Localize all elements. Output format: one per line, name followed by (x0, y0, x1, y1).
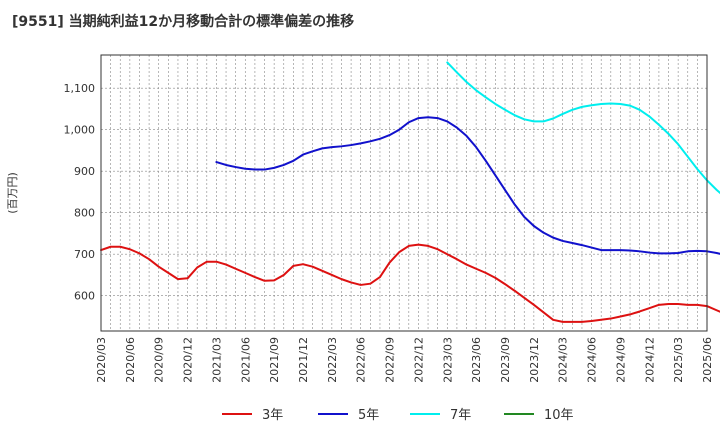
x-tick-label: 2020/09 (153, 337, 166, 383)
x-tick-label: 2020/03 (95, 337, 108, 383)
x-axis-ticks: 2020/03 2020/06 2020/09 2020/12 2021/03 2021/… (95, 337, 714, 383)
x-tick-label: 2024/09 (614, 337, 627, 383)
x-tick-label: 2023/06 (470, 337, 483, 383)
y-axis-ticks: 600 700 800 900 1,000 1,100 (64, 82, 96, 303)
x-tick-label: 2021/06 (239, 337, 252, 383)
x-tick-label: 2022/06 (355, 337, 368, 383)
x-tick-label: 2021/03 (210, 337, 223, 383)
x-tick-label: 2023/09 (499, 337, 512, 383)
y-tick-label: 1,100 (64, 82, 96, 95)
x-tick-label: 2023/12 (528, 337, 541, 383)
series-line-5年 (215, 116, 720, 255)
plot-area (101, 55, 707, 331)
x-tick-label: 2025/06 (701, 337, 714, 383)
x-tick-label: 2024/12 (643, 337, 656, 383)
y-tick-label: 600 (74, 290, 95, 303)
series-line-7年 (446, 61, 720, 195)
y-tick-label: 800 (74, 207, 95, 220)
y-tick-label: 700 (74, 248, 95, 261)
plot-frame (100, 54, 708, 332)
legend-label: 3年 (262, 408, 283, 423)
y-axis-label: (百万円) (6, 172, 19, 214)
series-line-3年 (100, 243, 720, 323)
grid-lines (100, 55, 708, 331)
y-tick-label: 1,000 (64, 124, 96, 137)
x-tick-label: 2023/03 (441, 337, 454, 383)
chart-title: [9551] 当期純利益12か月移動合計の標準偏差の推移 (12, 13, 354, 30)
x-tick-label: 2025/03 (672, 337, 685, 383)
x-tick-label: 2020/06 (124, 337, 137, 383)
x-tick-label: 2021/12 (297, 337, 310, 383)
legend-label: 5年 (358, 408, 379, 423)
x-tick-label: 2024/06 (586, 337, 599, 383)
series-lines (100, 61, 720, 323)
x-tick-label: 2024/03 (557, 337, 570, 383)
x-tick-label: 2020/12 (182, 337, 195, 383)
x-tick-label: 2022/03 (326, 337, 339, 383)
y-tick-label: 900 (74, 165, 95, 178)
legend: 3年 5年 7年 10年 (222, 408, 574, 423)
legend-label: 10年 (544, 408, 574, 423)
x-tick-label: 2021/09 (268, 337, 281, 383)
x-tick-label: 2022/12 (412, 337, 425, 383)
x-tick-label: 2022/09 (384, 337, 397, 383)
legend-label: 7年 (450, 408, 471, 423)
